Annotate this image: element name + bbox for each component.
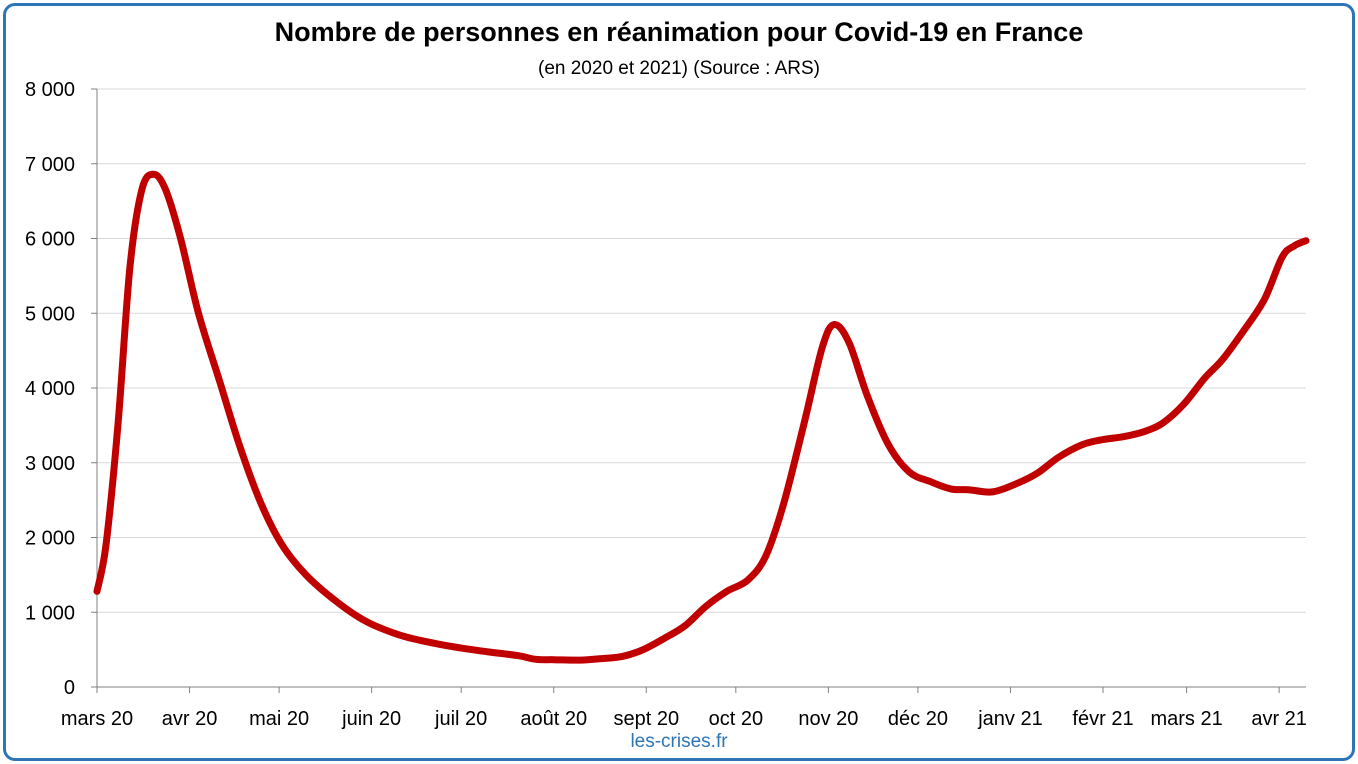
y-tick-label: 1 000 — [25, 602, 75, 624]
series-layer — [93, 170, 1310, 664]
x-tick-label: mai 20 — [249, 708, 309, 730]
y-tick-label: 2 000 — [25, 528, 75, 550]
y-tick-label: 6 000 — [25, 229, 75, 251]
y-axis-ticks: 0 1 000 2 000 3 000 4 000 5 000 6 000 7 000 8 00… — [25, 79, 75, 699]
x-tick-label: mars 20 — [61, 708, 133, 730]
x-tick-label: août 20 — [520, 708, 587, 730]
x-tick-label: oct 20 — [709, 708, 763, 730]
y-tick-label: 3 000 — [25, 453, 75, 475]
x-tick-label: avr 21 — [1251, 708, 1307, 730]
x-tick-label: mars 21 — [1150, 708, 1222, 730]
y-tick-label: 7 000 — [25, 154, 75, 176]
x-tick-label: sept 20 — [613, 708, 679, 730]
x-tick-label: févr 21 — [1072, 708, 1133, 730]
y-tick-label: 8 000 — [25, 79, 75, 101]
axes — [91, 88, 1306, 693]
x-tick-label: janv 21 — [977, 708, 1043, 730]
x-axis-ticks: mars 20 avr 20 mai 20 juin 20 juil 20 août 20… — [61, 708, 1307, 730]
watermark: les-crises.fr — [630, 731, 728, 752]
chart-frame — [3, 3, 1355, 761]
x-tick-label: déc 20 — [888, 708, 948, 730]
chart-title: Nombre de personnes en réanimation pour … — [274, 17, 1084, 47]
x-tick-label: avr 20 — [162, 708, 218, 730]
x-tick-label: juil 20 — [434, 708, 487, 730]
x-tick-label: juin 20 — [341, 708, 401, 730]
gridlines — [97, 88, 1306, 613]
x-tick-label: nov 20 — [798, 708, 858, 730]
chart-subtitle: (en 2020 et 2021) (Source : ARS) — [538, 58, 820, 79]
y-tick-label: 5 000 — [25, 303, 75, 325]
series-line-0 — [93, 170, 1310, 664]
y-tick-label: 0 — [64, 677, 75, 699]
y-tick-label: 4 000 — [25, 378, 75, 400]
